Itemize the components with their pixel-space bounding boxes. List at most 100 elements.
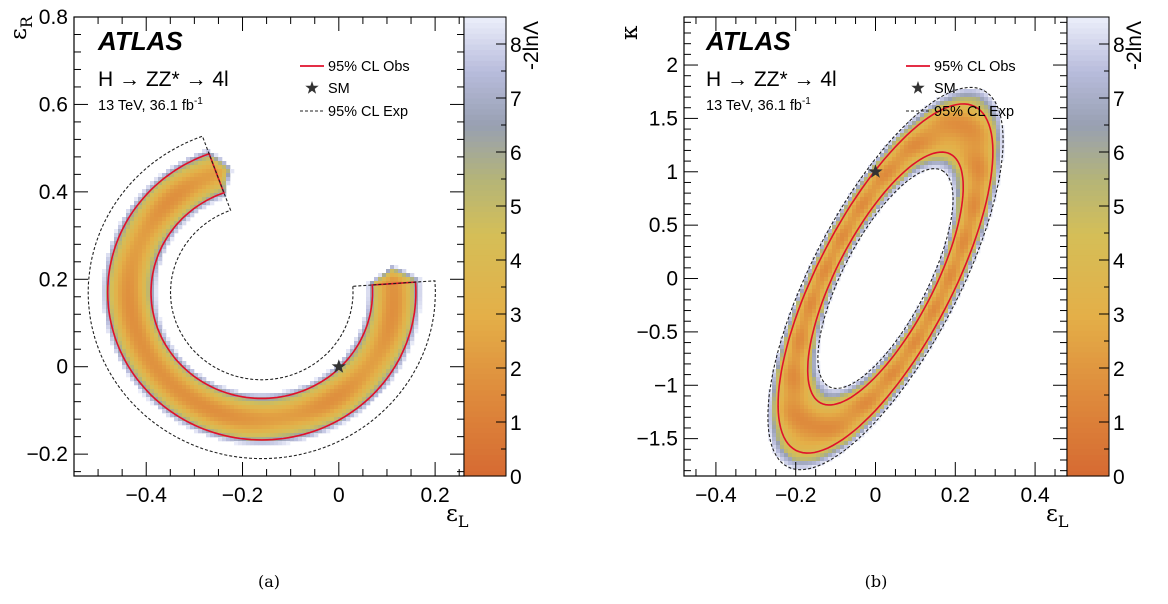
heatmap-cell xyxy=(860,417,865,422)
heatmap-cell xyxy=(916,341,921,346)
heatmap-cell xyxy=(166,209,171,214)
heatmap-cell xyxy=(150,333,155,338)
heatmap-cell xyxy=(848,225,853,230)
heatmap-cell xyxy=(868,377,873,382)
heatmap-cell xyxy=(186,209,191,214)
heatmap-cell xyxy=(904,173,909,178)
heatmap-cell xyxy=(960,221,965,226)
heatmap-cell xyxy=(940,253,945,258)
heatmap-cell xyxy=(976,113,981,118)
heatmap-cell xyxy=(242,401,247,406)
heatmap-cell xyxy=(848,433,853,438)
x-tick-label: −0.4 xyxy=(125,484,167,507)
heatmap-cell xyxy=(976,181,981,186)
heatmap-cell xyxy=(908,357,913,362)
heatmap-cell xyxy=(952,265,957,270)
heatmap-cell xyxy=(286,397,291,402)
heatmap-cell xyxy=(202,149,207,154)
heatmap-cell xyxy=(102,309,107,314)
heatmap-cell xyxy=(968,213,973,218)
heatmap-cell xyxy=(904,361,909,366)
heatmap-cell xyxy=(864,217,869,222)
heatmap-cell xyxy=(362,317,367,322)
heatmap-cell xyxy=(226,413,231,418)
heatmap-cell xyxy=(856,205,861,210)
heatmap-cell xyxy=(904,153,909,158)
heatmap-cell xyxy=(808,329,813,334)
heatmap-cell xyxy=(150,337,155,342)
heatmap-cell xyxy=(980,185,985,190)
heatmap-cell xyxy=(370,325,375,330)
heatmap-cell xyxy=(952,157,957,162)
heatmap-cell xyxy=(812,309,817,314)
heatmap-cell xyxy=(828,269,833,274)
heatmap-cell xyxy=(940,297,945,302)
heatmap-cell xyxy=(394,345,399,350)
heatmap-cell xyxy=(198,161,203,166)
heatmap-cell xyxy=(820,385,825,390)
heatmap-cell xyxy=(772,409,777,414)
heatmap-cell xyxy=(214,161,219,166)
heatmap-cell xyxy=(844,405,849,410)
heatmap-cell xyxy=(820,397,825,402)
heatmap-cell xyxy=(812,257,817,262)
heatmap-cell xyxy=(222,437,227,442)
heatmap-cell xyxy=(968,129,973,134)
heatmap-cell xyxy=(394,341,399,346)
heatmap-cell xyxy=(964,101,969,106)
heatmap-cell xyxy=(984,213,989,218)
heatmap-cell xyxy=(840,425,845,430)
heatmap-cell xyxy=(952,201,957,206)
heatmap-cell xyxy=(972,205,977,210)
heatmap-cell xyxy=(150,385,155,390)
colorbar-segment xyxy=(464,216,506,223)
heatmap-cell xyxy=(776,441,781,446)
heatmap-cell xyxy=(194,385,199,390)
heatmap-cell xyxy=(916,165,921,170)
heatmap-cell xyxy=(166,201,171,206)
heatmap-cell xyxy=(972,181,977,186)
heatmap-cell xyxy=(792,309,797,314)
heatmap-cell xyxy=(226,173,231,178)
heatmap-cell xyxy=(138,353,143,358)
colorbar-segment xyxy=(464,33,506,40)
heatmap-cell xyxy=(924,145,929,150)
heatmap-cell xyxy=(122,241,127,246)
heatmap-cell xyxy=(812,449,817,454)
heatmap-cell xyxy=(374,309,379,314)
heatmap-cell xyxy=(310,417,315,422)
heatmap-cell xyxy=(916,113,921,118)
heatmap-cell xyxy=(960,109,965,114)
heatmap-cell xyxy=(134,317,139,322)
panel-0: −0.4 −0.2 0 0.2−0.200.20.40.60.8εLεRATLASH … xyxy=(6,6,543,591)
heatmap-cell xyxy=(940,289,945,294)
heatmap-cell xyxy=(122,269,127,274)
heatmap-cell xyxy=(784,441,789,446)
heatmap-cell xyxy=(888,349,893,354)
heatmap-cell xyxy=(916,325,921,330)
heatmap-cell xyxy=(884,353,889,358)
heatmap-cell xyxy=(928,309,933,314)
heatmap-cell xyxy=(796,425,801,430)
heatmap-cell xyxy=(876,161,881,166)
heatmap-cell xyxy=(856,437,861,442)
heatmap-cells xyxy=(102,149,423,446)
heatmap-cell xyxy=(346,393,351,398)
heatmap-cell xyxy=(102,269,107,274)
heatmap-cell xyxy=(864,393,869,398)
heatmap-cell xyxy=(242,425,247,430)
heatmap-cell xyxy=(378,333,383,338)
heatmap-cell xyxy=(158,397,163,402)
heatmap-cell xyxy=(972,129,977,134)
heatmap-cell xyxy=(932,129,937,134)
heatmap-cell xyxy=(226,397,231,402)
heatmap-cell xyxy=(162,401,167,406)
heatmap-cell xyxy=(206,157,211,162)
heatmap-cell xyxy=(122,325,127,330)
heatmap-cell xyxy=(792,349,797,354)
colorbar-segment xyxy=(464,341,506,347)
heatmap-cell xyxy=(924,149,929,154)
heatmap-cell xyxy=(944,101,949,106)
heatmap-cell xyxy=(394,337,399,342)
